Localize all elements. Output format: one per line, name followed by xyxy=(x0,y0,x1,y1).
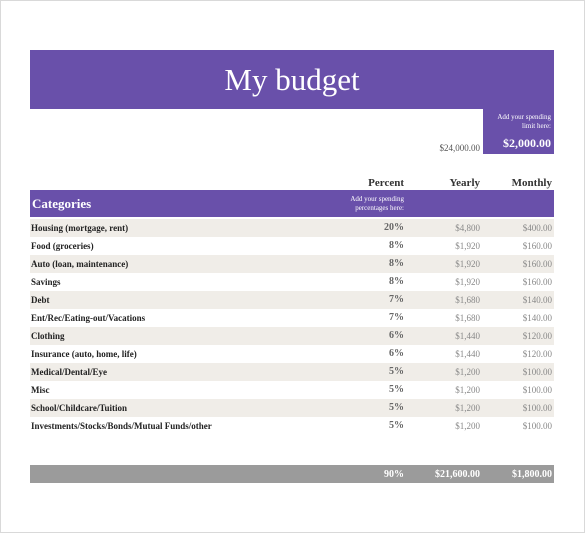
category-percent[interactable]: 8% xyxy=(389,240,404,251)
percent-hint: Add your spending percentages here: xyxy=(350,195,404,212)
categories-header: Categories Add your spending percentages… xyxy=(30,190,554,217)
category-name: Food (groceries) xyxy=(31,241,94,251)
category-percent[interactable]: 5% xyxy=(389,384,404,395)
table-row: Ent/Rec/Eating-out/Vacations 7% $1,680 $… xyxy=(30,309,554,327)
category-percent[interactable]: 5% xyxy=(389,420,404,431)
budget-table: Housing (mortgage, rent) 20% $4,800 $400… xyxy=(30,219,554,435)
category-name: Ent/Rec/Eating-out/Vacations xyxy=(31,313,146,323)
category-yearly: $1,200 xyxy=(455,367,480,377)
category-name: Misc xyxy=(31,385,50,395)
category-monthly: $120.00 xyxy=(522,331,552,341)
table-row: Housing (mortgage, rent) 20% $4,800 $400… xyxy=(30,219,554,237)
category-name: Medical/Dental/Eye xyxy=(31,367,107,377)
category-yearly: $1,200 xyxy=(455,403,480,413)
spending-limit-value[interactable]: $2,000.00 xyxy=(503,136,551,150)
category-yearly: $1,680 xyxy=(455,295,480,305)
category-name: Auto (loan, maintenance) xyxy=(31,259,129,269)
category-name: Housing (mortgage, rent) xyxy=(31,223,129,233)
category-yearly: $1,920 xyxy=(455,259,480,269)
category-monthly: $120.00 xyxy=(522,349,552,359)
spending-limit-hint: Add your spending limit here: xyxy=(497,113,551,130)
category-percent[interactable]: 20% xyxy=(384,222,404,233)
category-yearly: $1,680 xyxy=(455,313,480,323)
category-percent[interactable]: 8% xyxy=(389,258,404,269)
category-name: Insurance (auto, home, life) xyxy=(31,349,137,359)
table-row: School/Childcare/Tuition 5% $1,200 $100.… xyxy=(30,399,554,417)
category-monthly: $100.00 xyxy=(522,385,552,395)
total-percent: 90% xyxy=(384,469,404,480)
category-percent[interactable]: 6% xyxy=(389,348,404,359)
category-name: Debt xyxy=(31,295,50,305)
category-monthly: $140.00 xyxy=(522,313,552,323)
category-name: School/Childcare/Tuition xyxy=(31,403,128,413)
category-monthly: $100.00 xyxy=(522,403,552,413)
table-row: Clothing 6% $1,440 $120.00 xyxy=(30,327,554,345)
category-monthly: $100.00 xyxy=(522,421,552,431)
table-row: Savings 8% $1,920 $160.00 xyxy=(30,273,554,291)
table-row: Misc 5% $1,200 $100.00 xyxy=(30,381,554,399)
table-row: Insurance (auto, home, life) 6% $1,440 $… xyxy=(30,345,554,363)
total-monthly: $1,800.00 xyxy=(512,469,552,480)
category-percent[interactable]: 5% xyxy=(389,366,404,377)
totals-bar: 90% $21,600.00 $1,800.00 xyxy=(30,465,554,483)
category-name: Clothing xyxy=(31,331,65,341)
category-monthly: $160.00 xyxy=(522,277,552,287)
category-yearly: $4,800 xyxy=(455,223,480,233)
table-row: Investments/Stocks/Bonds/Mutual Funds/ot… xyxy=(30,417,554,435)
category-monthly: $160.00 xyxy=(522,259,552,269)
category-monthly: $100.00 xyxy=(522,367,552,377)
table-row: Food (groceries) 8% $1,920 $160.00 xyxy=(30,237,554,255)
yearly-limit-value: $24,000.00 xyxy=(439,143,481,153)
category-name: Investments/Stocks/Bonds/Mutual Funds/ot… xyxy=(31,421,212,431)
category-percent[interactable]: 8% xyxy=(389,276,404,287)
yearly-column-header: Yearly xyxy=(449,177,480,189)
category-monthly: $160.00 xyxy=(522,241,552,251)
spending-limit-box[interactable]: Add your spending limit here: $2,000.00 xyxy=(483,109,554,154)
category-percent[interactable]: 6% xyxy=(389,330,404,341)
table-row: Auto (loan, maintenance) 8% $1,920 $160.… xyxy=(30,255,554,273)
category-yearly: $1,200 xyxy=(455,421,480,431)
monthly-column-header: Monthly xyxy=(511,177,552,189)
table-row: Medical/Dental/Eye 5% $1,200 $100.00 xyxy=(30,363,554,381)
page-title: My budget xyxy=(224,61,360,97)
category-yearly: $1,440 xyxy=(455,331,480,341)
category-monthly: $140.00 xyxy=(522,295,552,305)
title-banner: My budget xyxy=(30,50,554,109)
table-row: Debt 7% $1,680 $140.00 xyxy=(30,291,554,309)
category-yearly: $1,920 xyxy=(455,277,480,287)
percent-column-header: Percent xyxy=(368,177,404,189)
category-monthly: $400.00 xyxy=(522,223,552,233)
category-percent[interactable]: 7% xyxy=(389,294,404,305)
category-yearly: $1,920 xyxy=(455,241,480,251)
category-percent[interactable]: 7% xyxy=(389,312,404,323)
category-yearly: $1,440 xyxy=(455,349,480,359)
category-percent[interactable]: 5% xyxy=(389,402,404,413)
category-yearly: $1,200 xyxy=(455,385,480,395)
categories-title: Categories xyxy=(32,196,92,211)
category-name: Savings xyxy=(31,277,61,287)
total-yearly: $21,600.00 xyxy=(435,469,480,480)
